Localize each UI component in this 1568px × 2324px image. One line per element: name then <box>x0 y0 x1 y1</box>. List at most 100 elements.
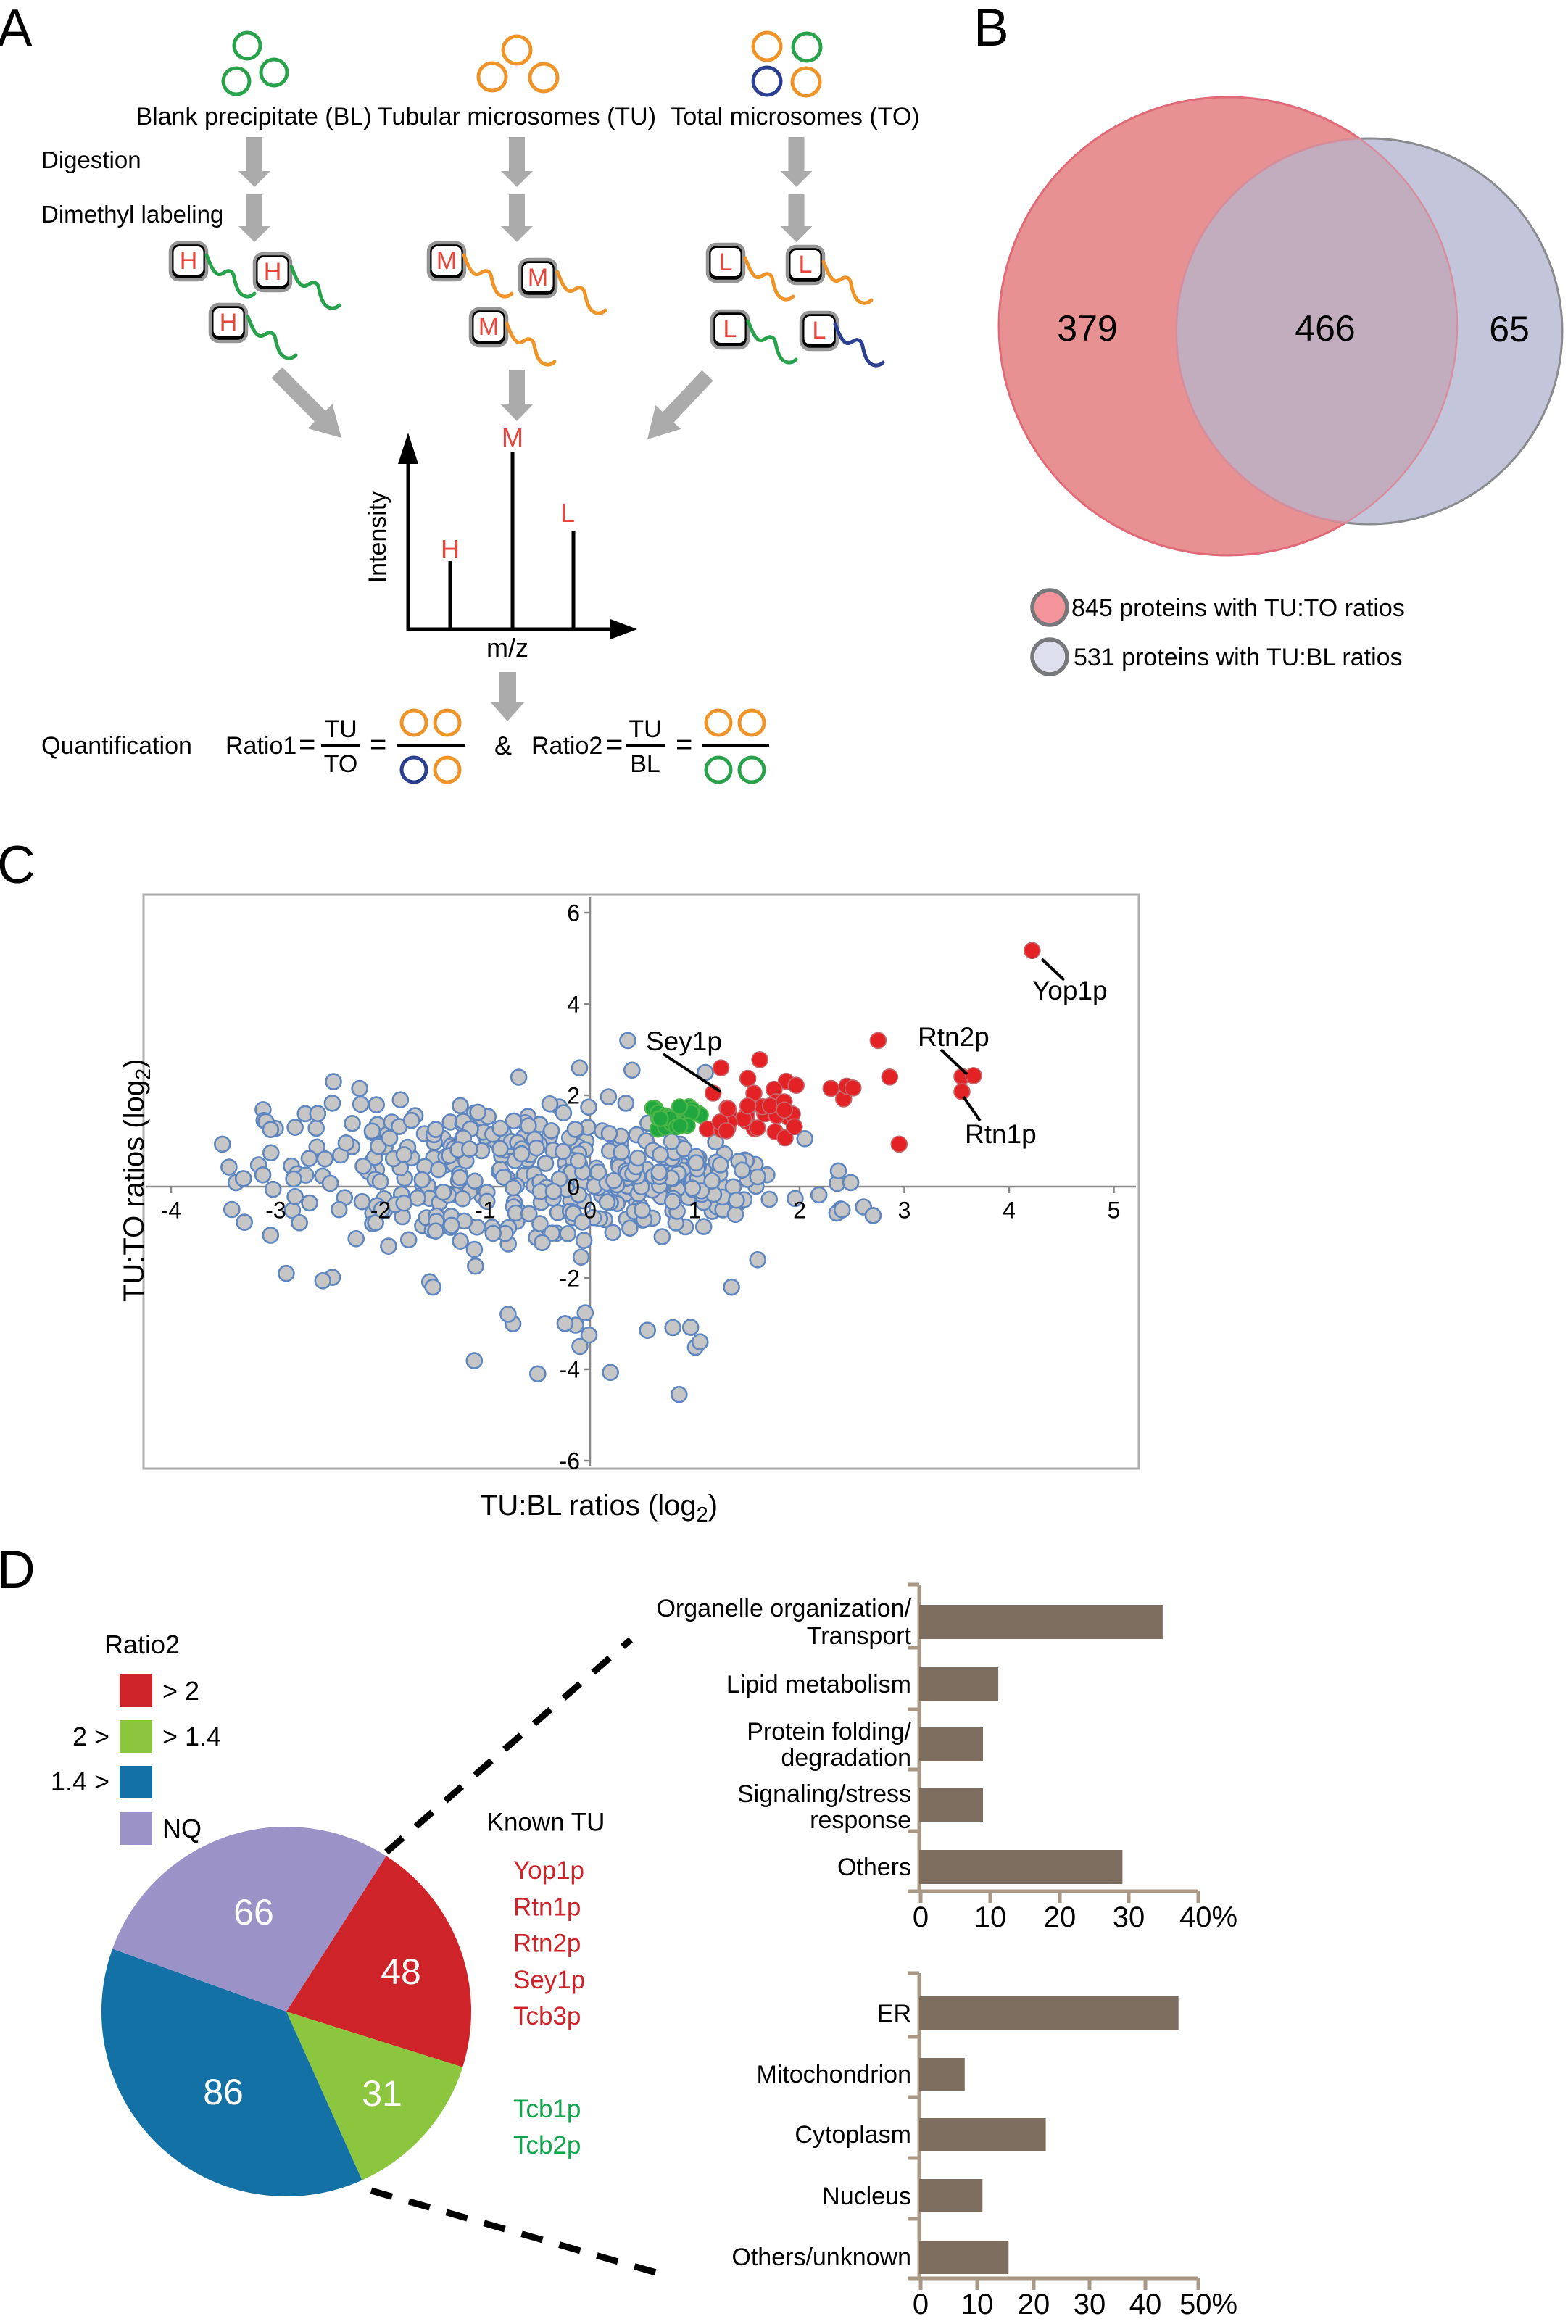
svg-text:30: 30 <box>1074 2288 1106 2320</box>
svg-text:2: 2 <box>567 1082 580 1108</box>
svg-text:Blank precipitate (BL): Blank precipitate (BL) <box>136 103 371 130</box>
svg-text:48: 48 <box>381 1951 421 1992</box>
svg-text:40%: 40% <box>1179 1901 1237 1933</box>
svg-text:531 proteins with TU:BL ratios: 531 proteins with TU:BL ratios <box>1074 644 1403 671</box>
svg-text:20: 20 <box>1018 2288 1050 2320</box>
svg-text:M: M <box>478 313 499 341</box>
svg-text:=: = <box>676 729 692 760</box>
svg-text:20: 20 <box>1044 1901 1077 1933</box>
svg-text:Cytoplasm: Cytoplasm <box>795 2121 911 2149</box>
svg-text:Known TU: Known TU <box>487 1808 605 1836</box>
svg-text:Tcb2p: Tcb2p <box>513 2131 581 2159</box>
svg-text:B: B <box>974 0 1009 57</box>
svg-text:-1: -1 <box>475 1197 495 1223</box>
svg-text:30: 30 <box>1113 1901 1145 1933</box>
svg-text:ER: ER <box>877 2000 911 2028</box>
svg-text:Intensity: Intensity <box>364 491 391 584</box>
svg-text:Protein folding/: Protein folding/ <box>747 1718 911 1746</box>
svg-text:4: 4 <box>567 991 580 1017</box>
svg-text:> 2: > 2 <box>162 1676 199 1706</box>
svg-text:6: 6 <box>567 900 580 926</box>
svg-text:TU: TU <box>324 715 357 743</box>
svg-text:-2: -2 <box>560 1265 580 1291</box>
svg-text:> 1.4: > 1.4 <box>162 1722 221 1751</box>
svg-text:=: = <box>606 729 623 760</box>
svg-text:Sey1p: Sey1p <box>513 1966 585 1994</box>
svg-text:379: 379 <box>1057 308 1117 349</box>
svg-text:degradation: degradation <box>781 1744 911 1772</box>
svg-text:L: L <box>560 498 575 528</box>
svg-text:3: 3 <box>898 1197 911 1223</box>
svg-text:Lipid metabolism: Lipid metabolism <box>726 1671 911 1698</box>
svg-text:Quantification: Quantification <box>41 732 192 760</box>
svg-text:5: 5 <box>1108 1197 1121 1223</box>
svg-text:Tcb1p: Tcb1p <box>513 2095 581 2123</box>
svg-text:31: 31 <box>362 2073 402 2114</box>
svg-text:NQ: NQ <box>162 1814 202 1843</box>
svg-text:BL: BL <box>630 750 660 778</box>
svg-text:Total microsomes (TO): Total microsomes (TO) <box>671 103 919 130</box>
svg-text:L: L <box>723 315 737 343</box>
svg-text:0: 0 <box>584 1197 597 1223</box>
svg-text:0: 0 <box>913 2288 929 2320</box>
svg-text:Signaling/stress: Signaling/stress <box>737 1780 911 1808</box>
svg-text:H: H <box>264 258 282 286</box>
svg-text:Dimethyl labeling: Dimethyl labeling <box>41 201 223 228</box>
svg-text:M: M <box>436 247 457 275</box>
svg-text:TO: TO <box>324 750 358 778</box>
svg-text:=: = <box>370 729 386 760</box>
svg-text:-4: -4 <box>560 1356 580 1382</box>
svg-text:2 >: 2 > <box>72 1722 109 1751</box>
svg-text:Organelle organization/: Organelle organization/ <box>656 1595 911 1622</box>
svg-text:-4: -4 <box>161 1197 181 1223</box>
svg-text:Ratio2: Ratio2 <box>104 1630 180 1659</box>
svg-text:1.4 >: 1.4 > <box>51 1767 109 1796</box>
svg-text:Ratio2: Ratio2 <box>531 732 602 760</box>
svg-text:Others: Others <box>837 1854 911 1881</box>
svg-text:Tcb3p: Tcb3p <box>513 2002 581 2030</box>
svg-text:0: 0 <box>567 1174 580 1200</box>
svg-text:Rtn1p: Rtn1p <box>965 1119 1037 1149</box>
svg-text:65: 65 <box>1489 309 1530 349</box>
svg-text:Tubular microsomes (TU): Tubular microsomes (TU) <box>378 103 656 130</box>
svg-text:1: 1 <box>689 1197 702 1223</box>
svg-text:Rtn1p: Rtn1p <box>513 1893 581 1921</box>
svg-text:466: 466 <box>1295 308 1355 349</box>
svg-text:A: A <box>0 0 33 58</box>
svg-text:-2: -2 <box>370 1197 391 1223</box>
svg-text:TU:TO ratios (log2): TU:TO ratios (log2) <box>118 1059 155 1302</box>
svg-text:-3: -3 <box>265 1197 286 1223</box>
svg-text:66: 66 <box>233 1892 274 1933</box>
svg-text:40: 40 <box>1129 2288 1162 2320</box>
svg-text:Mitochondrion: Mitochondrion <box>756 2061 911 2088</box>
svg-text:0: 0 <box>913 1901 929 1933</box>
svg-text:Sey1p: Sey1p <box>646 1026 722 1056</box>
svg-text:Transport: Transport <box>807 1622 912 1650</box>
svg-text:Yop1p: Yop1p <box>1032 976 1108 1005</box>
svg-text:Digestion: Digestion <box>41 146 141 173</box>
svg-text:2: 2 <box>793 1197 806 1223</box>
svg-text:m/z: m/z <box>486 633 528 663</box>
svg-text:Rtn2p: Rtn2p <box>918 1022 990 1052</box>
svg-text:M: M <box>502 423 523 452</box>
svg-text:response: response <box>810 1806 911 1834</box>
svg-text:Nucleus: Nucleus <box>822 2183 911 2210</box>
svg-text:H: H <box>180 247 198 275</box>
svg-text:M: M <box>528 264 548 291</box>
svg-text:4: 4 <box>1003 1197 1016 1223</box>
svg-text:Rtn2p: Rtn2p <box>513 1930 581 1958</box>
svg-text:L: L <box>799 251 813 278</box>
svg-text:H: H <box>441 534 460 564</box>
svg-text:C: C <box>0 836 36 895</box>
svg-text:10: 10 <box>974 1901 1007 1933</box>
svg-text:Others/unknown: Others/unknown <box>731 2244 911 2271</box>
svg-text:H: H <box>220 309 238 336</box>
svg-text:D: D <box>0 1540 36 1599</box>
svg-text:L: L <box>719 249 733 276</box>
svg-text:10: 10 <box>961 2288 994 2320</box>
svg-text:TU: TU <box>629 715 661 743</box>
svg-text:-6: -6 <box>560 1448 580 1474</box>
svg-text:=: = <box>299 729 315 760</box>
svg-text:Ratio1: Ratio1 <box>225 732 296 760</box>
svg-text:845 proteins with TU:TO ratios: 845 proteins with TU:TO ratios <box>1071 594 1405 622</box>
